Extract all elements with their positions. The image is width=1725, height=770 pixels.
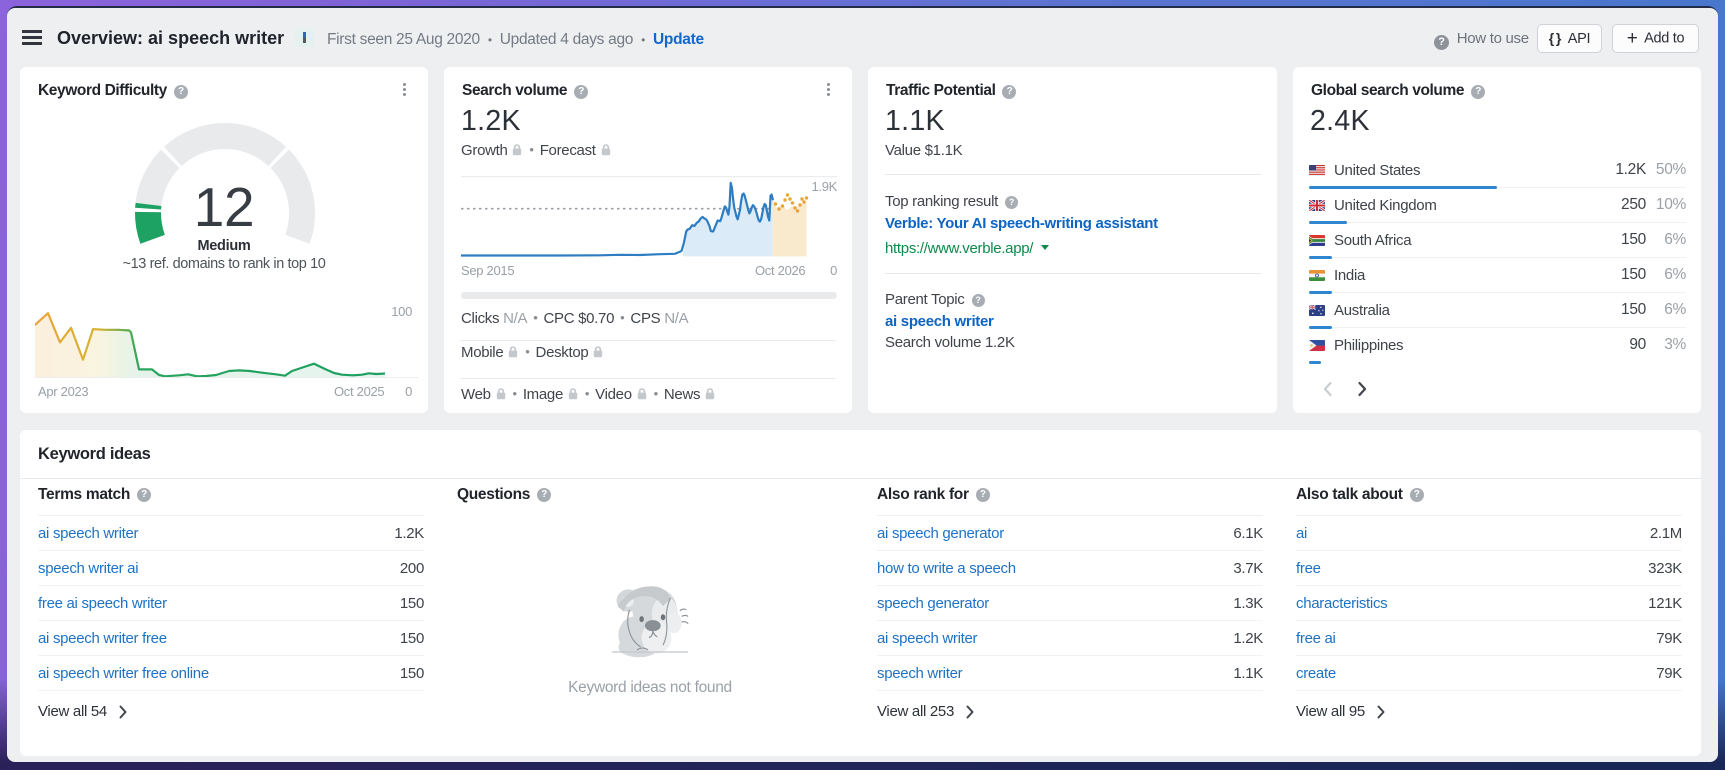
svg-text:1.9K: 1.9K: [811, 179, 837, 194]
